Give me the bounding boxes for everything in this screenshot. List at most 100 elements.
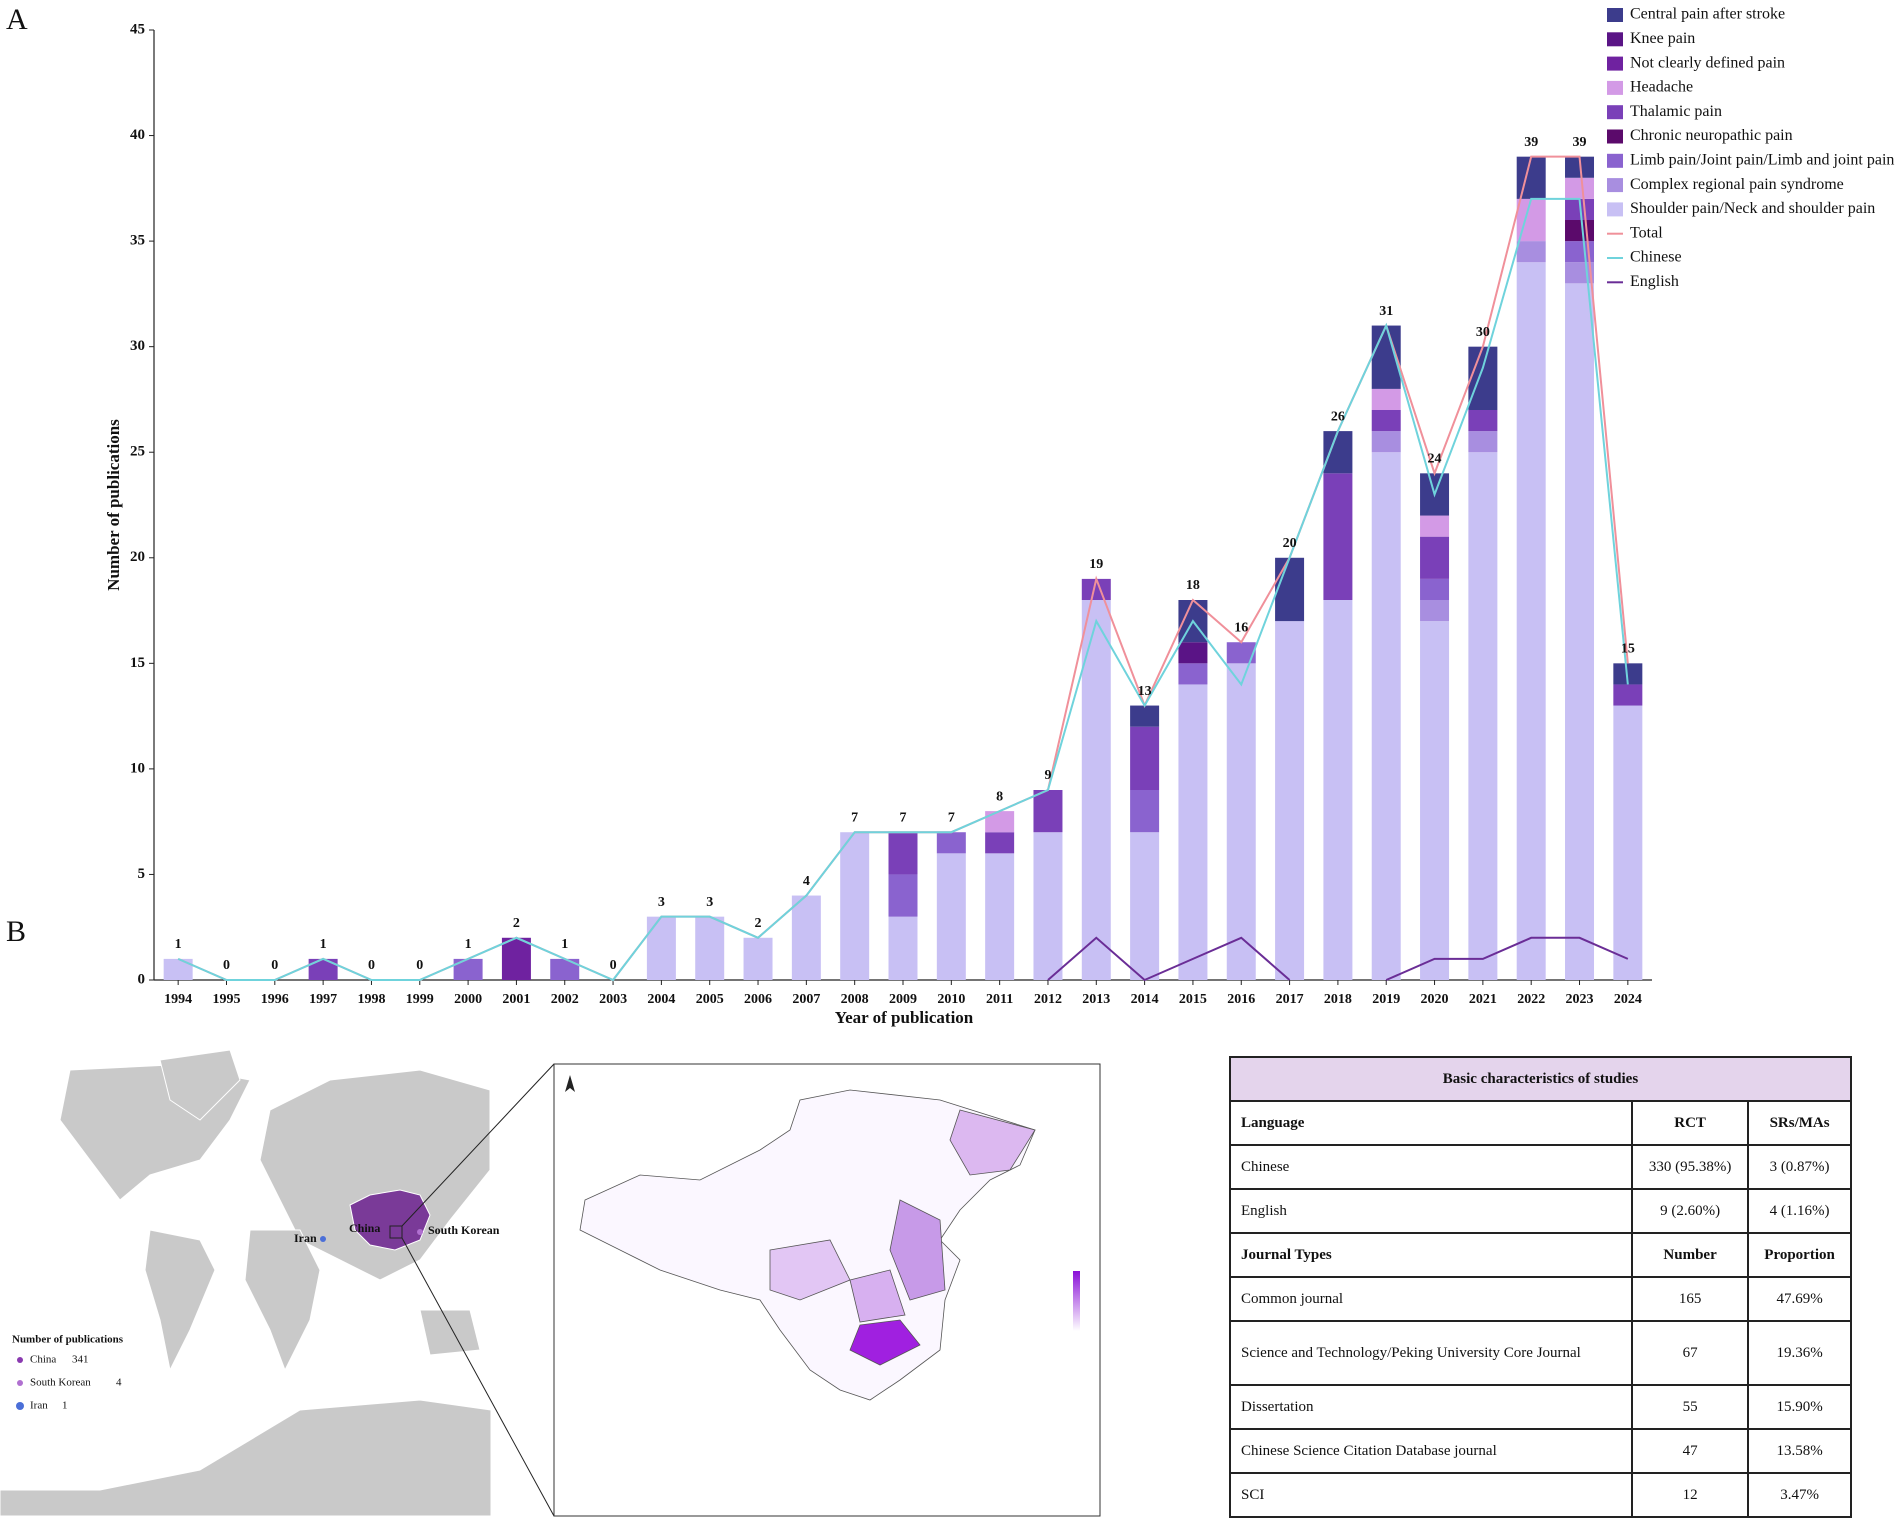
- x-tick-label: 2002: [551, 992, 579, 1007]
- zoom-box: [389, 1225, 403, 1239]
- y-tick-label: 45: [130, 21, 145, 37]
- legend-swatch: [1607, 80, 1623, 95]
- data-label: 3: [706, 895, 713, 910]
- table-cell: SCI: [1228, 1472, 1634, 1518]
- legend-marker: [17, 1357, 23, 1363]
- table-row: SCI 12 3.47%: [1228, 1472, 1852, 1518]
- table-row: Chinese 330 (95.38%) 3 (0.87%): [1228, 1144, 1852, 1190]
- land: [244, 1229, 321, 1372]
- legend-swatch: [1607, 129, 1623, 144]
- bar-segment: [1178, 684, 1208, 980]
- bar-segment: [1516, 241, 1546, 263]
- bar-segment: [1371, 388, 1401, 410]
- data-label: 0: [416, 958, 423, 973]
- map-legend: China 341 South Korean 4 Iran 1: [16, 1354, 122, 1412]
- map-label: China: [349, 1221, 380, 1235]
- y-tick-label: 35: [130, 233, 145, 249]
- map-legend-name: China: [30, 1354, 56, 1366]
- bar-segment: [888, 916, 918, 980]
- bar-segment: [1468, 346, 1498, 410]
- panel-label: B: [6, 915, 26, 948]
- bar-segment: [550, 958, 580, 980]
- bar-segment: [695, 916, 725, 980]
- table-cell: 12: [1631, 1472, 1750, 1518]
- bar-segment: [1565, 156, 1595, 178]
- bar-segment: [1323, 431, 1353, 474]
- bar-segment: [1565, 283, 1595, 980]
- x-tick-label: 2009: [889, 992, 917, 1007]
- legend-label: Not clearly defined pain: [1630, 54, 1785, 71]
- table-cell: 9 (2.60%): [1631, 1188, 1750, 1234]
- table-cell: 47.69%: [1747, 1276, 1852, 1322]
- land: [259, 1069, 491, 1281]
- bar-segment: [1613, 663, 1643, 685]
- bar-segment: [1178, 663, 1208, 685]
- bar-segment: [1468, 431, 1498, 453]
- x-tick-label: 2010: [937, 992, 965, 1007]
- bar-segment: [1468, 452, 1498, 980]
- color-scale: [1073, 1271, 1080, 1331]
- land: [419, 1309, 481, 1356]
- bar-segment: [1420, 578, 1450, 600]
- data-label: 2: [513, 916, 520, 931]
- x-tick-label: 2011: [986, 992, 1013, 1007]
- legend-label: Knee pain: [1630, 30, 1695, 47]
- bar-segment: [936, 832, 966, 854]
- table: Basic characteristics of studies Language…: [1228, 1056, 1852, 1518]
- land: [0, 1399, 492, 1517]
- table-row: Journal Types Number Proportion: [1228, 1232, 1852, 1278]
- map-legend-title: Number of publications: [12, 1334, 124, 1346]
- bar-segment: [791, 895, 821, 980]
- bar-segment: [308, 958, 338, 980]
- table-cell: 3.47%: [1747, 1472, 1852, 1518]
- marker: [320, 1236, 326, 1242]
- legend-label: Limb pain/Joint pain/Limb and joint pain: [1630, 151, 1894, 168]
- bar-segment: [888, 832, 918, 875]
- x-tick-label: 1994: [164, 992, 192, 1007]
- legend-swatch: [1607, 202, 1623, 217]
- legend-swatch: [1607, 105, 1623, 120]
- province: [889, 1199, 946, 1301]
- bar-segment: [840, 832, 870, 980]
- table-cell: Number: [1631, 1232, 1750, 1278]
- compass: [565, 1075, 575, 1092]
- table-title: Basic characteristics of studies: [1229, 1056, 1852, 1102]
- data-label: 30: [1476, 325, 1490, 340]
- x-tick-label: 2014: [1131, 992, 1159, 1007]
- table-cell: Journal Types: [1228, 1232, 1634, 1278]
- data-label: 1: [465, 937, 472, 952]
- line: [177, 197, 1629, 982]
- bar-segment: [1130, 705, 1160, 727]
- table-cell: Common journal: [1228, 1276, 1634, 1322]
- table-cell: English: [1228, 1188, 1634, 1234]
- y-tick-label: 0: [138, 971, 146, 987]
- bar-segment: [1420, 621, 1450, 980]
- x-tick-label: 2012: [1034, 992, 1062, 1007]
- table-cell: Proportion: [1747, 1232, 1852, 1278]
- bar-segment: [1033, 790, 1063, 833]
- china-map: [579, 1089, 1036, 1401]
- x-tick-label: 1999: [406, 992, 434, 1007]
- data-label: 7: [900, 810, 907, 825]
- x-tick-label: 2021: [1469, 992, 1497, 1007]
- x-tick-label: 2015: [1179, 992, 1207, 1007]
- bar-segment: [1033, 832, 1063, 980]
- bar-segment: [1081, 600, 1111, 980]
- bar-segment: [1226, 642, 1256, 664]
- map-legend-name: South Korean: [30, 1377, 91, 1389]
- data-label: 9: [1044, 768, 1051, 783]
- bar-segment: [936, 853, 966, 980]
- bar-segment: [1565, 241, 1595, 263]
- table-row: English 9 (2.60%) 4 (1.16%): [1228, 1188, 1852, 1234]
- bar-segment: [1371, 452, 1401, 980]
- table-cell: 3 (0.87%): [1747, 1144, 1852, 1190]
- x-tick-label: 2023: [1566, 992, 1594, 1007]
- data-label: 1: [320, 937, 327, 952]
- bar-segment: [1275, 557, 1305, 622]
- china-region: [349, 1189, 431, 1251]
- y-tick-label: 20: [130, 549, 145, 565]
- x-tick-label: 1998: [357, 992, 385, 1007]
- data-label: 8: [996, 789, 1003, 804]
- table-row: Language RCT SRs/MAs: [1228, 1100, 1852, 1146]
